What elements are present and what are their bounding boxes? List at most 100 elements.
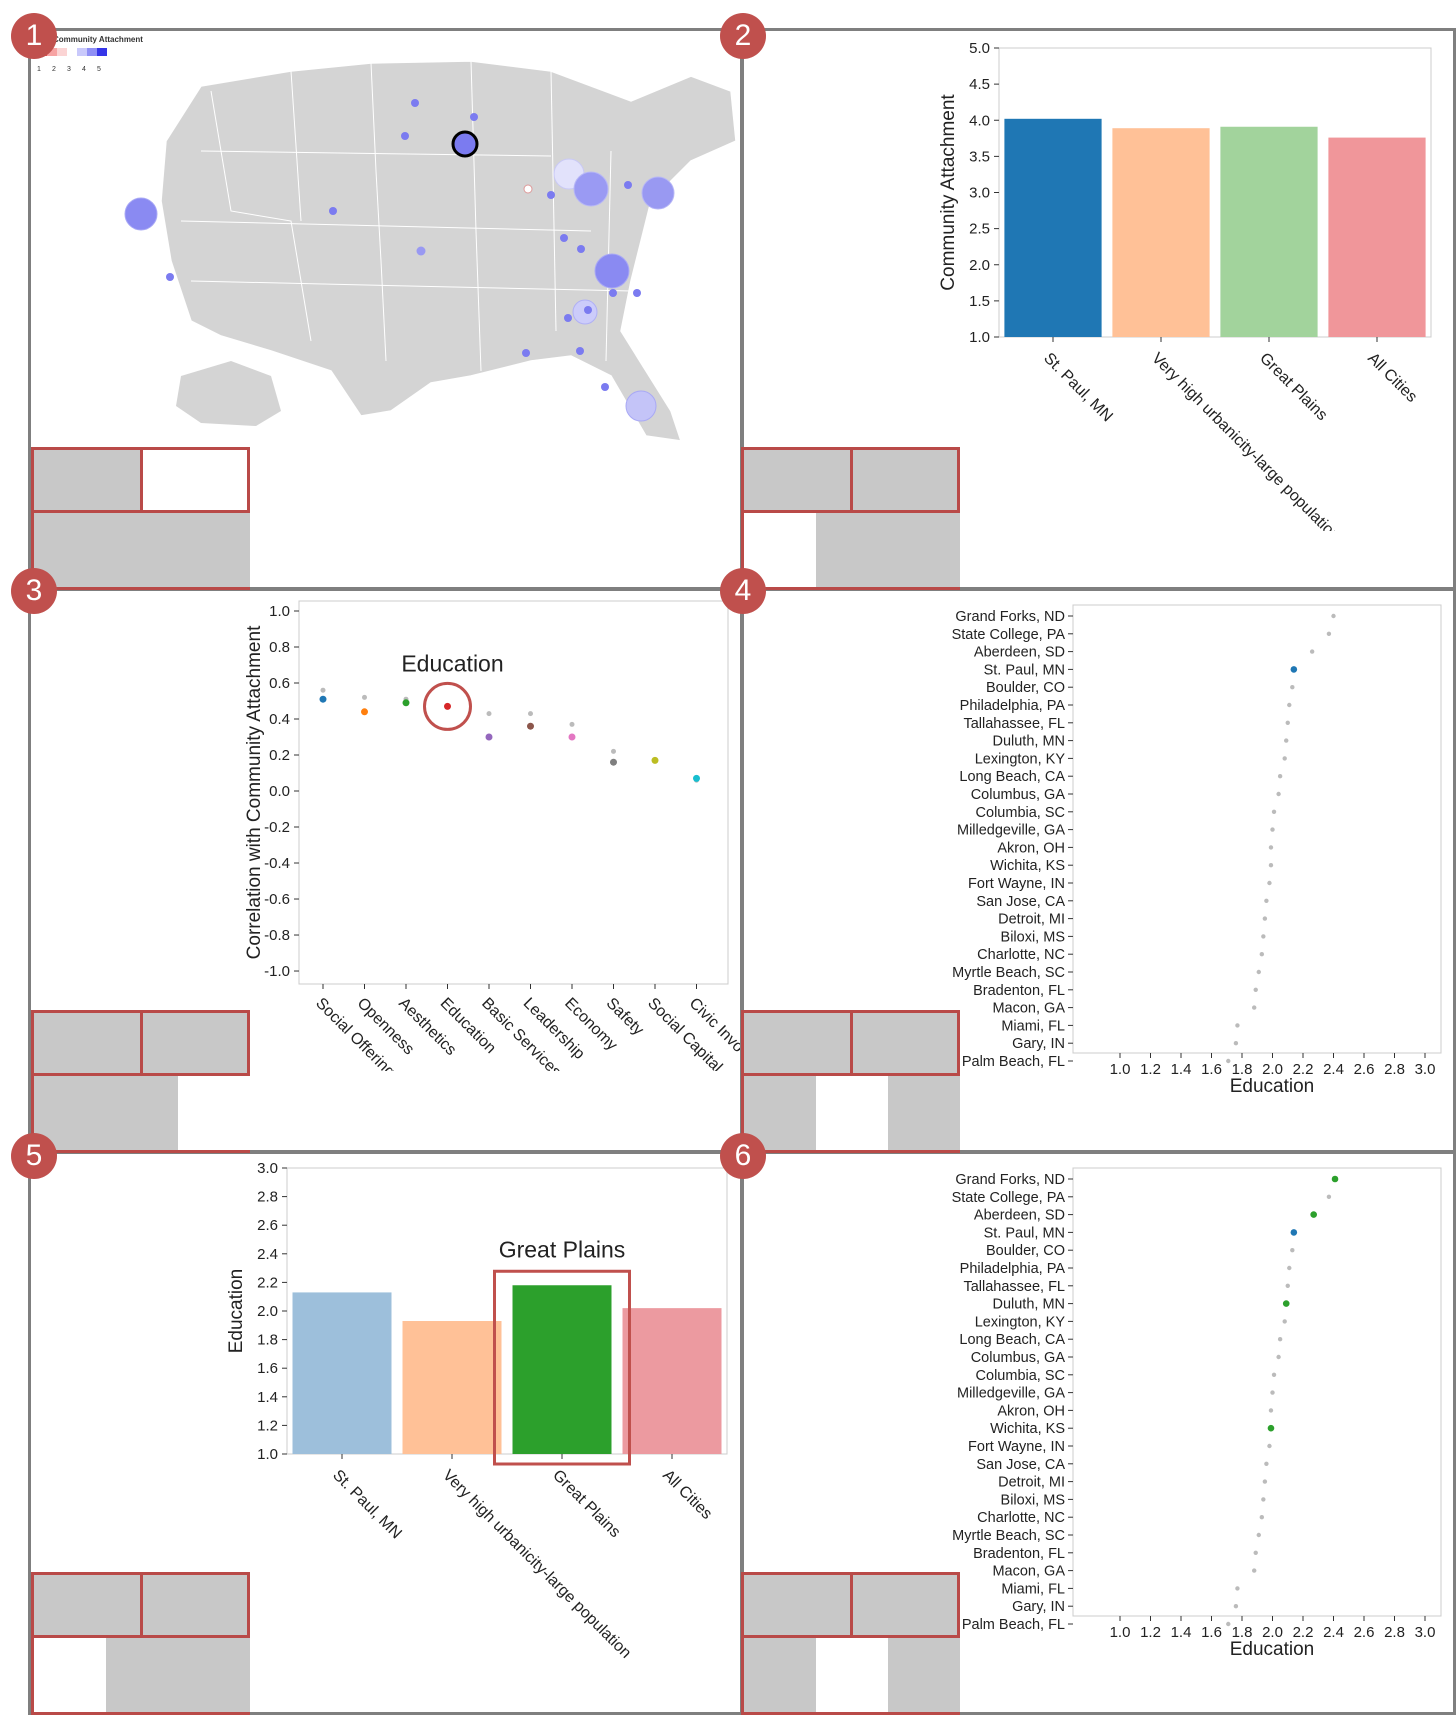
y-tick-label: 1.2 <box>257 1417 278 1434</box>
point-columbia-sc <box>1271 809 1277 814</box>
point-charlotte-nc <box>1259 1515 1265 1520</box>
thumb-map-view[interactable] <box>850 1572 960 1638</box>
thumb-corr-view[interactable] <box>888 1638 960 1712</box>
x-tick-label: 3.0 <box>1415 1061 1436 1078</box>
x-tick-label: 1.6 <box>1201 1061 1222 1078</box>
y-tick-label: -0.2 <box>264 819 290 836</box>
y-axis-label: Community Attachment <box>938 94 959 291</box>
legend-tick-4: 4 <box>82 66 86 73</box>
thumb-dot-view[interactable] <box>106 1076 178 1150</box>
y-tick-label: Wichita, KS <box>990 858 1065 874</box>
legend-tick-2: 2 <box>52 66 56 73</box>
point-leadership <box>527 722 534 730</box>
y-tick-label: Columbia, SC <box>976 1368 1065 1384</box>
thumb-dot-view[interactable] <box>106 1638 178 1712</box>
x-axis-label: Education <box>1230 1639 1315 1660</box>
y-tick-label: Myrtle Beach, SC <box>952 1528 1065 1544</box>
thumb-map-view[interactable] <box>850 1010 960 1076</box>
y-tick-label: Grand Forks, ND <box>955 1172 1065 1188</box>
y-tick-label: -0.8 <box>264 927 290 944</box>
y-tick-label: -0.6 <box>264 891 290 908</box>
thumb-corr-view[interactable] <box>178 1638 250 1712</box>
y-tick-label: Boulder, CO <box>986 680 1065 696</box>
reference-dot <box>486 711 492 717</box>
y-tick-label: Charlotte, NC <box>977 1510 1065 1526</box>
point-philadelphia-pa <box>1287 1265 1292 1271</box>
y-tick-label: 3.5 <box>969 148 990 165</box>
x-tick-label: All Cities <box>659 1467 715 1523</box>
point-fort-wayne-in <box>1267 880 1272 886</box>
y-tick-label: Duluth, MN <box>992 734 1065 750</box>
x-axis-label: Education <box>1230 1076 1315 1097</box>
y-tick-label: Lexington, KY <box>975 751 1066 767</box>
x-tick-label: 1.4 <box>1171 1061 1192 1078</box>
thumb-map-view[interactable] <box>140 447 250 513</box>
state-borders <box>180 60 632 372</box>
point-wichita-ks <box>1268 863 1274 868</box>
thumb-dot-view[interactable] <box>816 513 888 587</box>
y-tick-label: San Jose, CA <box>976 894 1065 910</box>
thumb-slider-view[interactable] <box>31 447 143 513</box>
point-tallahassee-fl <box>1285 1283 1290 1288</box>
point-st-paul-mn <box>1290 666 1298 673</box>
thumb-dot-view[interactable] <box>816 1638 888 1712</box>
step-badge-5: 5 <box>11 1133 57 1179</box>
x-tick-label: 1.2 <box>1140 1061 1161 1078</box>
y-tick-label: Columbia, SC <box>976 805 1065 821</box>
thumb-map-view[interactable] <box>140 1572 250 1638</box>
point-civic-invo <box>693 774 700 782</box>
y-tick-label: Gary, IN <box>1012 1036 1065 1052</box>
y-axis-label: Correlation with Community Attachment <box>244 625 265 959</box>
x-tick-label: St. Paul, MN <box>1040 350 1116 426</box>
point-san-jose-ca <box>1264 898 1269 903</box>
y-tick-label: Tallahassee, FL <box>963 716 1065 732</box>
x-tick-label: Very high urbanicity-large population <box>439 1467 634 1662</box>
y-tick-label: 2.4 <box>257 1246 278 1263</box>
thumb-corr-view[interactable] <box>888 513 960 587</box>
point-grand-forks-nd <box>1331 613 1336 619</box>
y-tick-label: 0.0 <box>269 783 290 800</box>
view-thumbnails-1 <box>31 447 250 590</box>
y-tick-label: Macon, GA <box>992 1564 1065 1580</box>
step-badge-2: 2 <box>720 13 766 59</box>
thumb-corr-view[interactable] <box>178 513 250 587</box>
thumb-corr-view[interactable] <box>888 1076 960 1150</box>
point-akron-oh <box>1268 845 1274 850</box>
y-tick-label: -0.4 <box>264 855 290 872</box>
y-tick-label: State College, PA <box>952 1190 1066 1206</box>
thumb-map-view[interactable] <box>140 1010 250 1076</box>
bar-great-plains <box>512 1285 612 1454</box>
thumb-slider-view[interactable] <box>741 447 853 513</box>
y-tick-label: 1.4 <box>257 1389 278 1406</box>
thumb-bar-view[interactable] <box>744 1638 816 1712</box>
point-lexington-ky <box>1282 1319 1287 1324</box>
point-biloxi-ms <box>1261 1497 1266 1502</box>
y-tick-label: 2.8 <box>257 1189 278 1206</box>
point-education <box>444 702 451 710</box>
y-tick-label: Fort Wayne, IN <box>968 876 1065 892</box>
us-map[interactable]: Community Attachment 1 2 3 4 5 <box>31 31 740 451</box>
point-long-beach-ca <box>1277 1337 1283 1342</box>
thumb-dot-view[interactable] <box>816 1076 888 1150</box>
y-tick-label: Aberdeen, SD <box>974 645 1065 661</box>
y-tick-label: Charlotte, NC <box>977 947 1065 963</box>
thumb-corr-view[interactable] <box>178 1076 250 1150</box>
point-miami-fl <box>1235 1586 1240 1591</box>
thumb-bar-view[interactable] <box>34 1638 106 1712</box>
point-tallahassee-fl <box>1285 720 1290 725</box>
y-tick-label: Boulder, CO <box>986 1243 1065 1259</box>
point-macon-ga <box>1252 1568 1257 1573</box>
x-tick-label: 1.8 <box>1232 1624 1253 1641</box>
thumb-dot-view[interactable] <box>106 513 178 587</box>
point-duluth-mn <box>1284 738 1289 743</box>
legend-tick-3: 3 <box>67 66 71 73</box>
highlight-box-great-plains <box>493 1269 631 1466</box>
x-tick-label: 2.4 <box>1323 1624 1344 1641</box>
thumb-slider-view[interactable] <box>31 1010 143 1076</box>
x-tick-label: 3.0 <box>1415 1624 1436 1641</box>
thumb-map-view[interactable] <box>850 447 960 513</box>
plot-frame <box>1072 1167 1442 1617</box>
y-tick-label: Myrtle Beach, SC <box>952 965 1065 981</box>
x-tick-label: 2.0 <box>1262 1624 1283 1641</box>
thumb-slider-view[interactable] <box>741 1010 853 1076</box>
